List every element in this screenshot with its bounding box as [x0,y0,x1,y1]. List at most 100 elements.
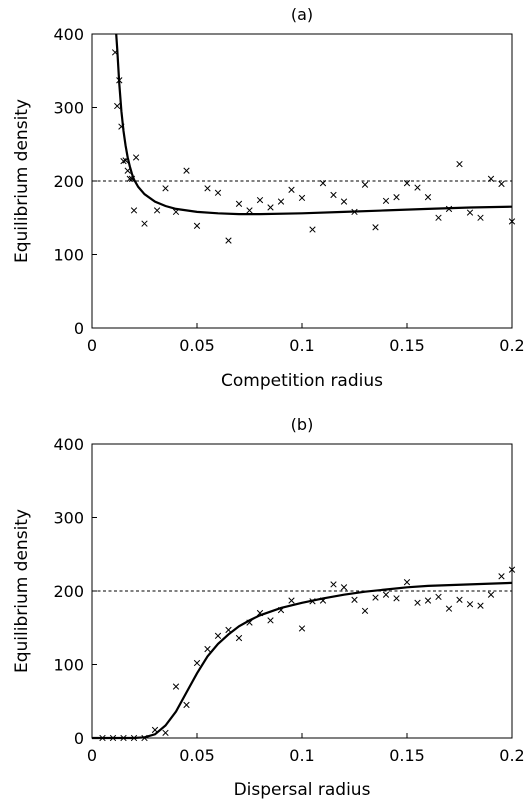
data-point [120,158,127,165]
x-tick-label: 0.1 [289,746,314,765]
data-point [183,701,190,709]
data-point [214,632,222,639]
data-point [435,214,442,221]
data-point [340,584,348,591]
data-point [372,224,379,231]
data-point [288,186,295,193]
data-point [309,226,316,233]
data-point [277,606,285,614]
data-point [508,218,516,225]
data-point [445,205,453,213]
x-axis-label: Competition radius [221,371,383,391]
y-tick-label: 300 [53,99,84,118]
data-point [162,185,169,192]
data-point [116,77,123,84]
x-axis-label: Dispersal radius [234,780,371,800]
data-point [393,595,400,602]
data-point [277,198,285,205]
x-tick-label: 0.05 [179,336,215,355]
data-point [424,597,432,604]
y-tick-label: 200 [53,582,84,601]
x-tick-label: 0 [87,746,97,765]
data-point [151,726,159,734]
data-point [99,734,106,742]
data-point [153,207,161,214]
data-point [298,625,306,632]
data-point [456,160,463,168]
data-point [111,49,119,56]
data-point [298,194,306,202]
data-point [403,579,411,586]
data-point [403,180,411,187]
data-point [225,626,232,634]
y-tick-label: 200 [53,172,84,191]
data-point [330,191,337,199]
fitted-curve [115,33,513,216]
data-point [487,591,495,598]
data-point [193,222,201,229]
data-point [267,617,274,624]
data-point [246,619,253,626]
data-point [132,154,140,161]
data-point [340,198,348,205]
panel-title: (b) [291,415,314,434]
data-point [130,207,138,214]
data-point [361,181,369,188]
data-point [114,102,121,110]
data-point [361,607,369,614]
data-point [382,591,390,598]
data-point [456,596,463,603]
x-tick-labels: 0 0.05 0.1 0.15 0.2 [87,336,525,355]
data-point [498,573,505,580]
data-point [487,175,495,182]
data-markers [99,566,516,742]
data-point [435,593,442,601]
data-point [128,175,136,182]
data-point [162,729,169,737]
data-point [193,659,201,667]
data-point [118,123,125,130]
data-point [225,237,232,244]
data-point [204,645,211,653]
data-point [382,197,390,204]
y-axis-label: Equilibrium density [12,99,32,263]
data-point [372,594,379,601]
data-point [246,207,253,214]
data-point [183,167,190,174]
data-point [172,208,180,216]
data-point [109,734,117,742]
y-axis-label: Equilibrium density [12,509,32,673]
y-tick-label: 400 [53,435,84,454]
data-point [319,180,327,187]
x-tick-label: 0.1 [289,336,314,355]
data-point [477,602,484,609]
y-tick-label: 0 [74,319,84,338]
data-point [351,208,358,216]
data-point [141,220,148,227]
data-markers [111,49,516,244]
data-point [214,189,222,196]
data-point [351,596,358,603]
data-point [498,180,505,188]
data-point [120,734,127,742]
data-point [141,734,148,742]
data-point [235,634,243,642]
data-point [445,605,453,612]
data-point [122,157,129,164]
fitted-curve [92,581,513,740]
data-point [477,214,484,221]
data-point [256,196,264,204]
data-point [204,185,211,192]
data-point [288,597,295,604]
x-tick-label: 0.15 [389,746,425,765]
x-tick-label: 0.15 [389,336,425,355]
data-point [256,609,264,617]
data-point [466,209,474,216]
x-tick-label: 0.05 [179,746,215,765]
y-tick-label: 300 [53,509,84,528]
data-point [267,204,274,211]
panel-b: (b) 0 0.05 0.1 0.15 0.2 0 100 200 300 400 Disper… [12,415,525,800]
data-point [124,167,131,174]
data-point [309,598,316,605]
